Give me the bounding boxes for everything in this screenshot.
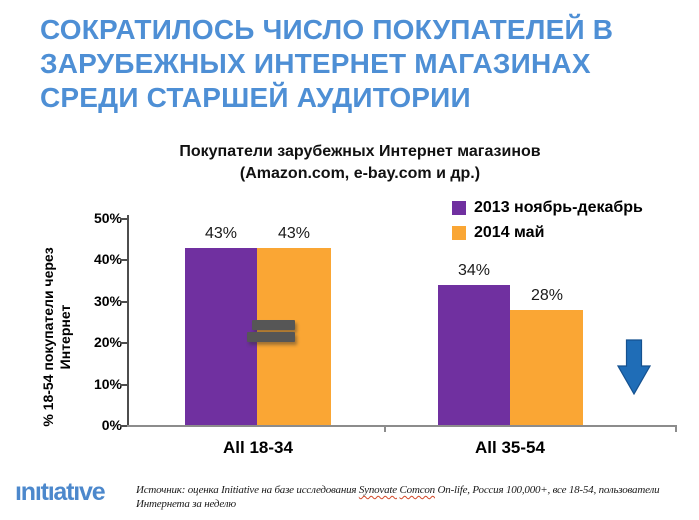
equals-icon-top-bar	[252, 320, 295, 330]
source-note: Источник: оценка Initiative на базе иссл…	[136, 483, 692, 511]
value-label-2013-35-54: 34%	[457, 262, 491, 279]
y-axis-line	[127, 215, 129, 427]
bar-2014-all-35-54	[510, 310, 583, 425]
chart-title-main: Покупатели зарубежных Интернет магазинов	[179, 143, 541, 160]
value-label-2014-18-34: 43%	[277, 225, 311, 242]
legend-label-2013: 2013 ноябрь-декабрь	[474, 199, 643, 216]
source-word-comcon: Comcon	[399, 484, 436, 496]
legend-swatch-orange-icon	[452, 226, 466, 240]
chart-title: Покупатели зарубежных Интернет магазинов…	[110, 141, 610, 185]
legend-item-2013: 2013 ноябрь-декабрь	[452, 199, 643, 217]
y-axis-title-line-1: % 18-54 покупатели через	[40, 247, 56, 427]
slide-title: СОКРАТИЛОСЬ ЧИСЛО ПОКУПАТЕЛЕЙ В ЗАРУБЕЖН…	[40, 13, 685, 115]
chart-legend: 2013 ноябрь-декабрь 2014 май	[452, 199, 643, 249]
y-tick-20: 20%	[93, 334, 122, 350]
source-note-line-1: Источник: оценка Initiative на базе иссл…	[136, 483, 692, 497]
y-tick-mark	[120, 259, 127, 261]
y-axis-title-line-2: Интернет	[57, 304, 73, 370]
slide-title-line-3: СРЕДИ СТАРШЕЙ АУДИТОРИИ	[40, 82, 471, 113]
source-rest: On-life, Россия 100,000+, все 18-54, пол…	[434, 484, 660, 496]
y-tick-mark	[120, 342, 127, 344]
legend-swatch-purple-icon	[452, 201, 466, 215]
y-tick-50: 50%	[93, 210, 122, 226]
category-label-18-34: All 18-34	[223, 438, 293, 457]
value-label-2013-18-34: 43%	[204, 225, 238, 242]
y-tick-0: 0%	[101, 417, 122, 433]
slide-title-line-2: ЗАРУБЕЖНЫХ ИНТЕРНЕТ МАГАЗИНАХ	[40, 48, 591, 79]
value-label-2014-35-54: 28%	[530, 287, 564, 304]
source-note-line-2: Интернета за неделю	[136, 498, 236, 510]
slide-title-line-1: СОКРАТИЛОСЬ ЧИСЛО ПОКУПАТЕЛЕЙ В	[40, 14, 614, 45]
y-tick-10: 10%	[93, 376, 122, 392]
y-tick-mark	[120, 301, 127, 303]
y-tick-30: 30%	[93, 293, 122, 309]
x-axis-line	[127, 425, 677, 427]
bar-2013-all-18-34	[185, 248, 257, 425]
x-tick-mark	[384, 427, 386, 432]
equals-icon-bottom-bar	[247, 332, 295, 342]
legend-label-2014: 2014 май	[474, 224, 545, 241]
y-tick-40: 40%	[93, 251, 122, 267]
source-word-synovate: Synovate	[358, 484, 397, 496]
down-arrow-icon	[617, 339, 651, 395]
initiative-logo: ınıtıatıve	[15, 478, 106, 506]
y-tick-mark	[120, 218, 127, 220]
x-tick-mark	[675, 427, 677, 432]
y-axis-title: % 18-54 покупатели через Интернет	[40, 222, 74, 452]
legend-item-2014: 2014 май	[452, 224, 643, 242]
category-label-35-54: All 35-54	[475, 438, 545, 457]
source-prefix: Источник: оценка Initiative на базе иссл…	[136, 484, 359, 496]
y-tick-mark	[120, 384, 127, 386]
bar-2013-all-35-54	[438, 285, 510, 425]
y-tick-mark	[120, 425, 127, 427]
chart-title-sub: (Amazon.com, e-bay.com и др.)	[239, 165, 481, 182]
